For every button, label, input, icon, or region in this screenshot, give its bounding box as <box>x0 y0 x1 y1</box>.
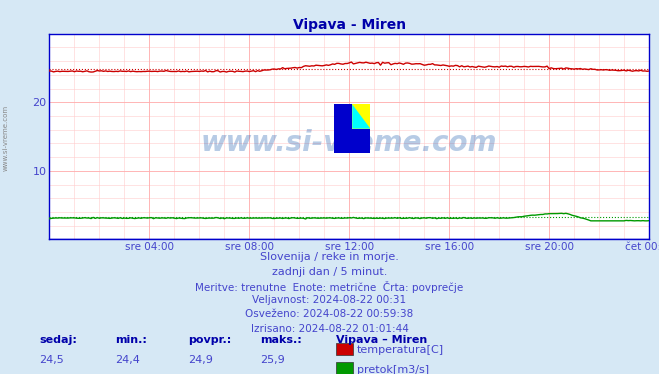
Text: Vipava – Miren: Vipava – Miren <box>336 335 427 345</box>
Text: 24,5: 24,5 <box>40 355 65 365</box>
Text: 25,9: 25,9 <box>260 355 285 365</box>
Polygon shape <box>334 104 370 153</box>
Text: Veljavnost: 2024-08-22 00:31: Veljavnost: 2024-08-22 00:31 <box>252 295 407 305</box>
Text: zadnji dan / 5 minut.: zadnji dan / 5 minut. <box>272 267 387 277</box>
Text: 24,9: 24,9 <box>188 355 213 365</box>
Text: Slovenija / reke in morje.: Slovenija / reke in morje. <box>260 252 399 263</box>
Text: min.:: min.: <box>115 335 147 345</box>
Text: www.si-vreme.com: www.si-vreme.com <box>201 129 498 157</box>
Text: temperatura[C]: temperatura[C] <box>357 346 444 355</box>
Text: www.si-vreme.com: www.si-vreme.com <box>2 105 9 171</box>
Text: povpr.:: povpr.: <box>188 335 231 345</box>
Polygon shape <box>353 104 370 129</box>
Polygon shape <box>353 104 370 129</box>
Title: Vipava - Miren: Vipava - Miren <box>293 18 406 33</box>
Text: 24,4: 24,4 <box>115 355 140 365</box>
Text: pretok[m3/s]: pretok[m3/s] <box>357 365 429 374</box>
Text: Osveženo: 2024-08-22 00:59:38: Osveženo: 2024-08-22 00:59:38 <box>245 309 414 319</box>
Text: Meritve: trenutne  Enote: metrične  Črta: povprečje: Meritve: trenutne Enote: metrične Črta: … <box>195 281 464 293</box>
Text: Izrisano: 2024-08-22 01:01:44: Izrisano: 2024-08-22 01:01:44 <box>250 324 409 334</box>
Text: sedaj:: sedaj: <box>40 335 77 345</box>
Text: maks.:: maks.: <box>260 335 302 345</box>
